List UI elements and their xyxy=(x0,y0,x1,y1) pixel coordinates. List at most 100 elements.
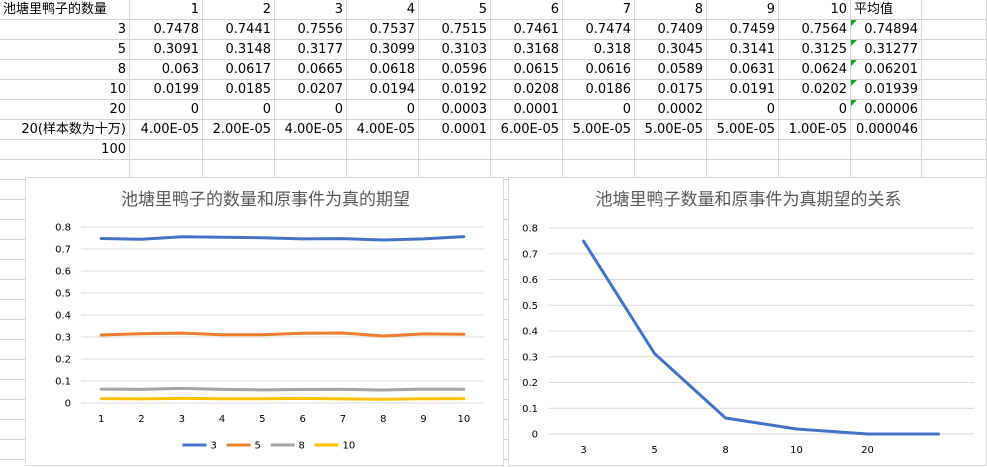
value-cell[interactable] xyxy=(779,140,851,160)
value-cell[interactable] xyxy=(419,140,491,160)
value-cell[interactable]: 0.0175 xyxy=(635,80,707,100)
value-cell[interactable]: 0.0002 xyxy=(635,100,707,120)
avg-cell[interactable]: 0.00006 xyxy=(851,100,922,120)
value-cell[interactable]: 0.0616 xyxy=(563,60,635,80)
grid-cell[interactable] xyxy=(922,60,987,80)
value-cell[interactable]: 0 xyxy=(203,100,275,120)
value-cell[interactable]: 1.00E-05 xyxy=(779,120,851,140)
row-label-cell[interactable]: 5 xyxy=(0,40,130,60)
value-cell[interactable]: 0.7409 xyxy=(635,20,707,40)
column-header-cell[interactable]: 10 xyxy=(779,0,851,20)
value-cell[interactable]: 0.0617 xyxy=(203,60,275,80)
value-cell[interactable] xyxy=(563,140,635,160)
column-header-cell[interactable]: 8 xyxy=(635,0,707,20)
avg-header-cell[interactable]: 平均值 xyxy=(851,0,922,20)
value-cell[interactable]: 0 xyxy=(563,100,635,120)
value-cell[interactable]: 0.0194 xyxy=(347,80,419,100)
value-cell[interactable]: 0.0208 xyxy=(491,80,563,100)
value-cell[interactable]: 0.0631 xyxy=(707,60,779,80)
chart-duck-count-relation[interactable]: 池塘里鸭子数量和原事件为真期望的关系 0 0.1 0.2 0.3 0.4 0.5 0.6 0.7… xyxy=(508,177,987,466)
value-cell[interactable]: 0.0185 xyxy=(203,80,275,100)
grid-cell[interactable] xyxy=(922,120,987,140)
avg-cell[interactable]: 0.06201 xyxy=(851,60,922,80)
value-cell[interactable]: 5.00E-05 xyxy=(707,120,779,140)
column-header-cell[interactable]: 9 xyxy=(707,0,779,20)
value-cell[interactable]: 0.7474 xyxy=(563,20,635,40)
value-cell[interactable] xyxy=(130,140,203,160)
value-cell[interactable]: 0 xyxy=(130,100,203,120)
value-cell[interactable]: 0.7537 xyxy=(347,20,419,40)
column-header-cell[interactable]: 3 xyxy=(275,0,347,20)
value-cell[interactable]: 0.0003 xyxy=(419,100,491,120)
row-label-cell[interactable]: 10 xyxy=(0,80,130,100)
column-header-cell[interactable]: 6 xyxy=(491,0,563,20)
value-cell[interactable]: 0.0624 xyxy=(779,60,851,80)
value-cell[interactable] xyxy=(491,140,563,160)
column-header-cell[interactable]: 1 xyxy=(130,0,203,20)
value-cell[interactable]: 4.00E-05 xyxy=(130,120,203,140)
avg-cell[interactable] xyxy=(851,140,922,160)
column-header-cell[interactable]: 5 xyxy=(419,0,491,20)
value-cell[interactable]: 0.0589 xyxy=(635,60,707,80)
value-cell[interactable]: 0.3168 xyxy=(491,40,563,60)
value-cell[interactable]: 0.3103 xyxy=(419,40,491,60)
avg-cell[interactable]: 0.31277 xyxy=(851,40,922,60)
grid-cell[interactable] xyxy=(922,0,987,20)
value-cell[interactable]: 0.3045 xyxy=(635,40,707,60)
value-cell[interactable]: 0.3091 xyxy=(130,40,203,60)
value-cell[interactable]: 0.0596 xyxy=(419,60,491,80)
value-cell[interactable]: 0.3141 xyxy=(707,40,779,60)
grid-cell[interactable] xyxy=(922,140,987,160)
avg-cell[interactable]: 0.000046 xyxy=(851,120,922,140)
row-label-cell[interactable]: 3 xyxy=(0,20,130,40)
value-cell[interactable]: 6.00E-05 xyxy=(491,120,563,140)
value-cell[interactable]: 0.0202 xyxy=(779,80,851,100)
avg-cell[interactable]: 0.74894 xyxy=(851,20,922,40)
header-label-cell[interactable]: 池塘里鸭子的数量 xyxy=(0,0,130,20)
value-cell[interactable]: 0.0186 xyxy=(563,80,635,100)
value-cell[interactable]: 5.00E-05 xyxy=(563,120,635,140)
value-cell[interactable]: 0.7459 xyxy=(707,20,779,40)
value-cell[interactable]: 0 xyxy=(707,100,779,120)
value-cell[interactable]: 0.7478 xyxy=(130,20,203,40)
value-cell[interactable]: 0.0199 xyxy=(130,80,203,100)
value-cell[interactable]: 5.00E-05 xyxy=(635,120,707,140)
value-cell[interactable]: 0.0192 xyxy=(419,80,491,100)
row-label-cell[interactable]: 20 xyxy=(0,100,130,120)
value-cell[interactable] xyxy=(347,140,419,160)
value-cell[interactable]: 0.0191 xyxy=(707,80,779,100)
value-cell[interactable]: 2.00E-05 xyxy=(203,120,275,140)
value-cell[interactable]: 0.0665 xyxy=(275,60,347,80)
value-cell[interactable]: 0.0207 xyxy=(275,80,347,100)
value-cell[interactable]: 0.0615 xyxy=(491,60,563,80)
value-cell[interactable]: 0.3148 xyxy=(203,40,275,60)
value-cell[interactable] xyxy=(635,140,707,160)
row-label-cell[interactable]: 20(样本数为十万) xyxy=(0,120,130,140)
grid-cell[interactable] xyxy=(922,100,987,120)
value-cell[interactable]: 0.7556 xyxy=(275,20,347,40)
avg-cell[interactable]: 0.01939 xyxy=(851,80,922,100)
column-header-cell[interactable]: 4 xyxy=(347,0,419,20)
row-label-cell[interactable]: 8 xyxy=(0,60,130,80)
value-cell[interactable]: 0 xyxy=(779,100,851,120)
value-cell[interactable]: 0.0001 xyxy=(419,120,491,140)
column-header-cell[interactable]: 2 xyxy=(203,0,275,20)
value-cell[interactable]: 0 xyxy=(347,100,419,120)
value-cell[interactable]: 4.00E-05 xyxy=(347,120,419,140)
grid-cell[interactable] xyxy=(922,80,987,100)
row-label-cell[interactable]: 100 xyxy=(0,140,130,160)
grid-cell[interactable] xyxy=(922,20,987,40)
value-cell[interactable]: 0.7564 xyxy=(779,20,851,40)
value-cell[interactable] xyxy=(707,140,779,160)
column-header-cell[interactable]: 7 xyxy=(563,0,635,20)
value-cell[interactable]: 4.00E-05 xyxy=(275,120,347,140)
value-cell[interactable]: 0.063 xyxy=(130,60,203,80)
value-cell[interactable] xyxy=(275,140,347,160)
value-cell[interactable]: 0.7515 xyxy=(419,20,491,40)
value-cell[interactable]: 0.3177 xyxy=(275,40,347,60)
value-cell[interactable]: 0 xyxy=(275,100,347,120)
value-cell[interactable]: 0.7441 xyxy=(203,20,275,40)
chart-duck-count-expectation[interactable]: 池塘里鸭子的数量和原事件为真的期望 0 0.1 0.2 0.3 0.4 0.5 0.6 0.7 0… xyxy=(25,177,504,466)
value-cell[interactable]: 0.3125 xyxy=(779,40,851,60)
grid-cell[interactable] xyxy=(922,40,987,60)
